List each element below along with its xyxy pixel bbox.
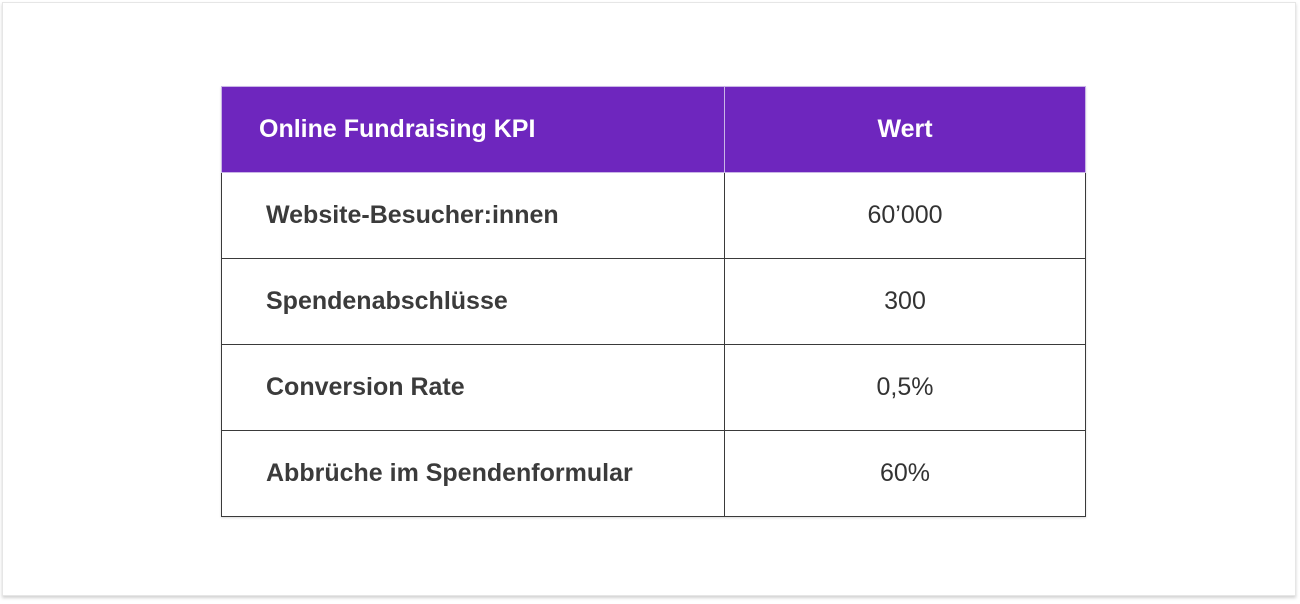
kpi-value: 60’000 bbox=[724, 172, 1086, 259]
kpi-value: 300 bbox=[724, 258, 1086, 345]
table-row: Conversion Rate 0,5% bbox=[221, 344, 1086, 431]
table-body: Website-Besucher:innen 60’000 Spendenabs… bbox=[221, 172, 1086, 517]
kpi-table: Online Fundraising KPI Wert Website-Besu… bbox=[221, 86, 1086, 517]
kpi-value: 60% bbox=[724, 430, 1086, 517]
kpi-name: Website-Besucher:innen bbox=[221, 172, 725, 259]
table-header: Online Fundraising KPI Wert bbox=[221, 86, 1086, 173]
header-value: Wert bbox=[724, 86, 1086, 173]
header-row: Online Fundraising KPI Wert bbox=[221, 86, 1086, 173]
table-row: Spendenabschlüsse 300 bbox=[221, 258, 1086, 345]
page-card: Online Fundraising KPI Wert Website-Besu… bbox=[2, 2, 1296, 596]
table-row: Abbrüche im Spendenformular 60% bbox=[221, 430, 1086, 517]
kpi-name: Conversion Rate bbox=[221, 344, 725, 431]
kpi-name: Abbrüche im Spendenformular bbox=[221, 430, 725, 517]
kpi-name: Spendenabschlüsse bbox=[221, 258, 725, 345]
kpi-value: 0,5% bbox=[724, 344, 1086, 431]
header-kpi: Online Fundraising KPI bbox=[221, 86, 725, 173]
table-row: Website-Besucher:innen 60’000 bbox=[221, 172, 1086, 259]
